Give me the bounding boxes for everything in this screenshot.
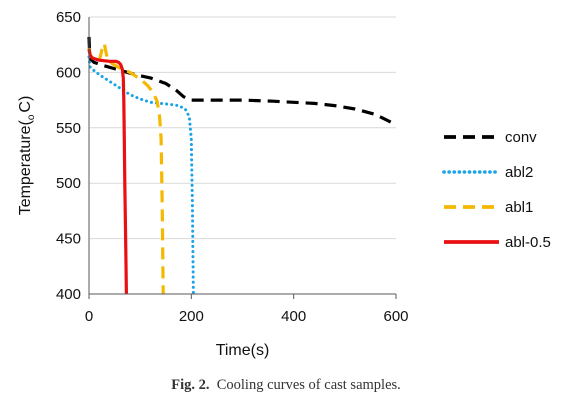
y-tick-label: 500: [56, 175, 81, 192]
figure-caption-label: Fig. 2.: [171, 377, 210, 393]
legend: conv abl2 abl1 abl-0.5: [442, 129, 551, 251]
x-tick-label: 0: [85, 308, 93, 325]
series-line-conv: [87, 36, 395, 125]
chart: 400 450 500 550 600 650 0 200 400 600 conv abl2 abl…: [17, 9, 551, 359]
series-line-abl1: [87, 42, 165, 295]
y-axis-title-unit: C): [17, 96, 34, 113]
x-axis-title: Time(s): [216, 342, 270, 359]
tick-labels: 400 450 500 550 600 650 0 200 400 600: [56, 9, 409, 325]
axes: [88, 17, 397, 299]
series-line-abl-0.5: [87, 48, 128, 295]
legend-label: conv: [505, 129, 537, 146]
x-tick-label: 600: [383, 308, 408, 325]
y-tick-label: 450: [56, 231, 81, 248]
y-tick-label: 550: [56, 120, 81, 137]
x-tick-label: 400: [281, 308, 306, 325]
legend-label: abl2: [505, 164, 533, 181]
figure-caption-text: Cooling curves of cast samples.: [216, 377, 401, 393]
y-tick-label: 400: [56, 286, 81, 303]
x-tick-label: 200: [179, 308, 204, 325]
series-lines: [87, 36, 395, 296]
gridlines: [89, 16, 396, 240]
legend-label: abl1: [505, 199, 533, 216]
y-axis-title: Temperature(oC): [17, 96, 37, 216]
legend-label: abl-0.5: [505, 234, 551, 251]
y-tick-label: 600: [56, 64, 81, 81]
y-axis-title-main: Temperature(: [17, 119, 34, 215]
y-axis-title-subscript: o: [26, 114, 37, 120]
series-line-abl2: [87, 55, 195, 296]
figure-caption: Fig. 2. Cooling curves of cast samples.: [0, 377, 572, 394]
y-tick-label: 650: [56, 9, 81, 26]
